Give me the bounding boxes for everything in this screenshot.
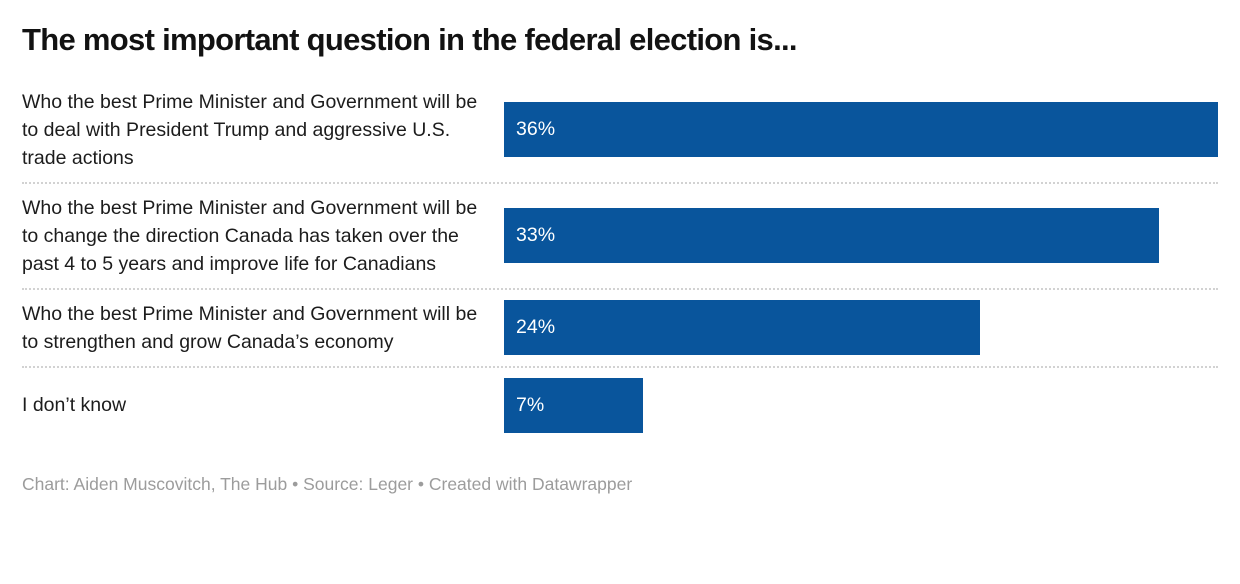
chart-row: I don’t know 7% xyxy=(22,365,1218,443)
category-label: Who the best Prime Minister and Governme… xyxy=(22,196,478,275)
chart-footer-attribution: Chart: Aiden Muscovitch, The Hub • Sourc… xyxy=(22,473,633,494)
category-label: Who the best Prime Minister and Governme… xyxy=(22,302,478,353)
bar-track: 33% xyxy=(504,208,1218,264)
bar: 7% xyxy=(504,377,643,433)
value-label: 24% xyxy=(516,316,556,339)
category-label: I don’t know xyxy=(22,394,127,417)
value-label: 33% xyxy=(516,224,556,247)
category-label: Who the best Prime Minister and Governme… xyxy=(22,90,478,169)
bar-track: 36% xyxy=(504,102,1218,158)
bar-chart: Who the best Prime Minister and Governme… xyxy=(22,78,1218,443)
value-label: 7% xyxy=(516,393,545,416)
bar-track: 24% xyxy=(504,300,1218,356)
bar: 36% xyxy=(504,102,1218,158)
value-label: 36% xyxy=(516,118,556,141)
chart-row: Who the best Prime Minister and Governme… xyxy=(22,181,1218,288)
bar: 33% xyxy=(504,208,1159,264)
bar: 24% xyxy=(504,300,980,356)
chart-row: Who the best Prime Minister and Governme… xyxy=(22,287,1218,366)
chart-title: The most important question in the feder… xyxy=(22,22,798,57)
chart-row: Who the best Prime Minister and Governme… xyxy=(22,78,1218,182)
bar-track: 7% xyxy=(504,377,1218,433)
